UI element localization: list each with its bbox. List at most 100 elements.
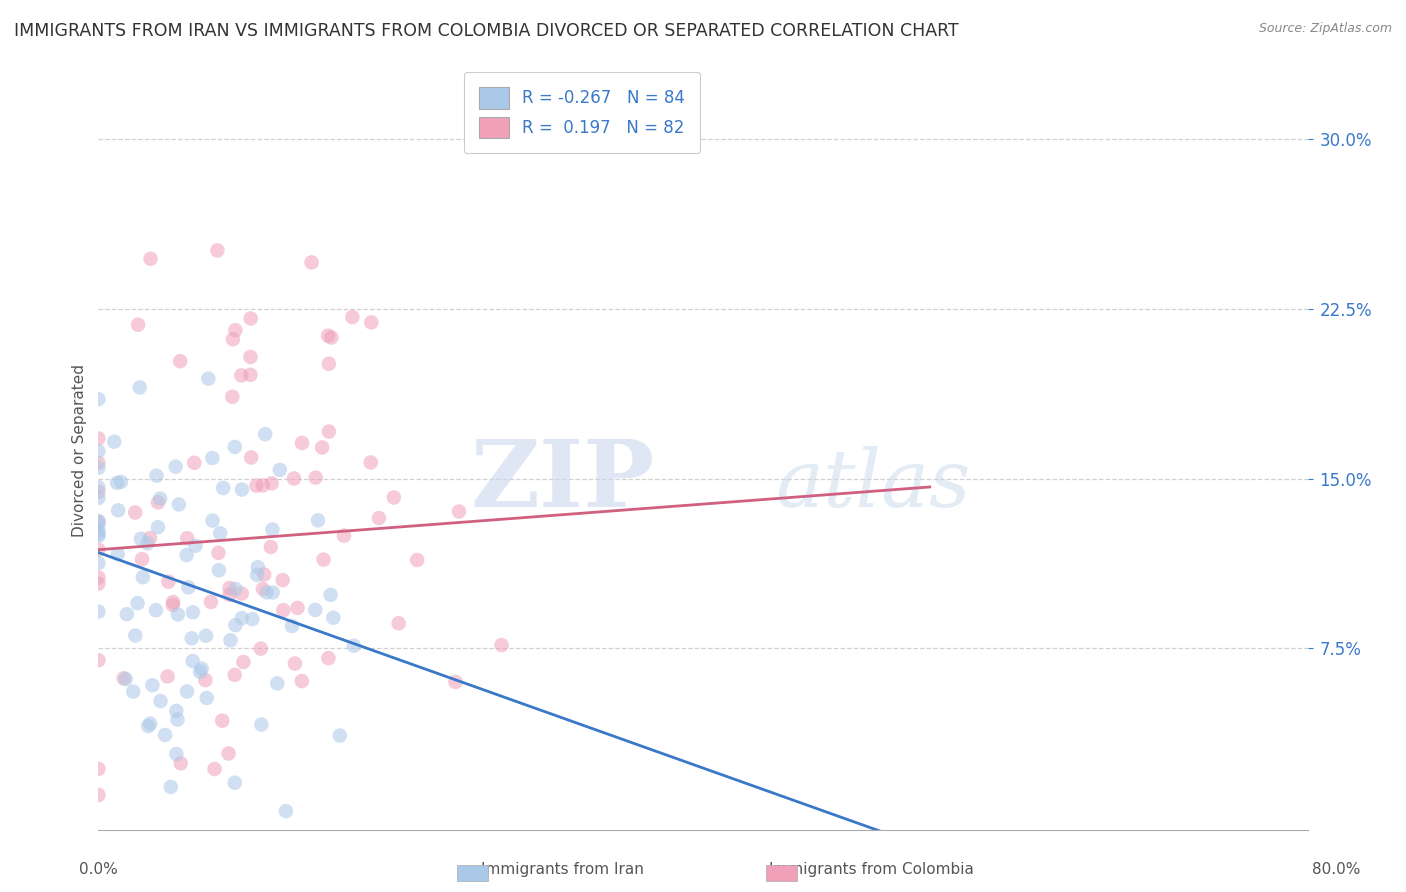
Point — [367, 511, 389, 525]
Point — [253, 567, 276, 582]
Point — [208, 563, 231, 577]
Point — [141, 678, 163, 692]
Point — [131, 552, 153, 566]
Point — [489, 834, 512, 848]
Point — [87, 653, 110, 667]
Point — [159, 780, 181, 794]
Point — [260, 476, 283, 491]
Point — [360, 455, 382, 469]
Point — [156, 669, 179, 683]
Point — [176, 531, 198, 545]
Point — [195, 629, 218, 643]
Point — [167, 498, 190, 512]
Point — [231, 586, 253, 600]
Point — [291, 436, 314, 450]
Point — [136, 536, 159, 550]
Point — [115, 607, 138, 622]
Point — [166, 713, 188, 727]
Point — [145, 468, 167, 483]
Point — [305, 470, 328, 484]
Point — [207, 244, 229, 258]
Point — [162, 595, 184, 609]
Point — [146, 495, 169, 509]
Point — [103, 434, 125, 449]
Point — [304, 603, 326, 617]
Point — [124, 506, 146, 520]
Point — [239, 350, 262, 364]
Point — [181, 654, 204, 668]
Point — [262, 585, 284, 599]
Point — [139, 531, 162, 545]
Point — [165, 747, 187, 761]
Point — [87, 517, 110, 532]
Point — [224, 618, 246, 632]
Point — [333, 528, 356, 542]
Point — [146, 520, 169, 534]
Point — [149, 694, 172, 708]
Point — [186, 834, 208, 848]
Point — [388, 616, 411, 631]
Point — [245, 478, 267, 492]
Point — [212, 481, 235, 495]
Point — [184, 539, 207, 553]
Point — [87, 444, 110, 458]
Point — [112, 671, 135, 685]
Point — [105, 475, 128, 490]
Point — [87, 524, 110, 538]
Point — [321, 330, 343, 344]
Point — [87, 456, 110, 470]
Point — [127, 318, 149, 332]
Point — [283, 471, 305, 485]
Point — [318, 425, 340, 439]
Text: Source: ZipAtlas.com: Source: ZipAtlas.com — [1258, 22, 1392, 36]
Point — [342, 310, 364, 324]
Point — [183, 456, 205, 470]
Point — [231, 368, 253, 383]
Point — [201, 451, 224, 466]
Point — [252, 582, 274, 596]
Point — [169, 354, 191, 368]
Text: Immigrants from Iran: Immigrants from Iran — [481, 863, 644, 877]
Point — [162, 598, 184, 612]
Point — [311, 441, 333, 455]
Legend: R = -0.267   N = 84, R =  0.197   N = 82: R = -0.267 N = 84, R = 0.197 N = 82 — [464, 72, 700, 153]
Point — [128, 380, 150, 394]
Point — [139, 716, 162, 731]
Point — [87, 515, 110, 529]
Point — [204, 762, 226, 776]
Point — [107, 503, 129, 517]
Point — [209, 526, 232, 541]
Point — [110, 475, 132, 489]
Point — [211, 714, 233, 728]
Point — [170, 756, 193, 771]
Point — [107, 547, 129, 561]
Point — [301, 255, 323, 269]
Point — [176, 548, 198, 562]
Point — [188, 665, 211, 679]
Point — [382, 491, 405, 505]
Point — [218, 588, 240, 602]
Point — [406, 553, 429, 567]
Point — [190, 662, 212, 676]
Point — [329, 729, 352, 743]
Point — [318, 651, 340, 665]
Point — [153, 728, 176, 742]
Point — [316, 328, 339, 343]
Point — [239, 311, 262, 326]
Point — [165, 459, 187, 474]
Point — [271, 573, 294, 587]
Point — [246, 560, 269, 574]
Point — [239, 368, 262, 382]
Text: 80.0%: 80.0% — [1312, 863, 1360, 877]
Point — [444, 674, 467, 689]
Point — [319, 588, 342, 602]
Point — [218, 581, 240, 595]
Point — [87, 432, 110, 446]
Point — [201, 514, 224, 528]
Point — [87, 392, 110, 407]
Point — [224, 775, 246, 789]
Text: ZIP: ZIP — [471, 436, 655, 525]
Point — [136, 719, 159, 733]
Point — [254, 427, 277, 442]
Point — [180, 632, 202, 646]
